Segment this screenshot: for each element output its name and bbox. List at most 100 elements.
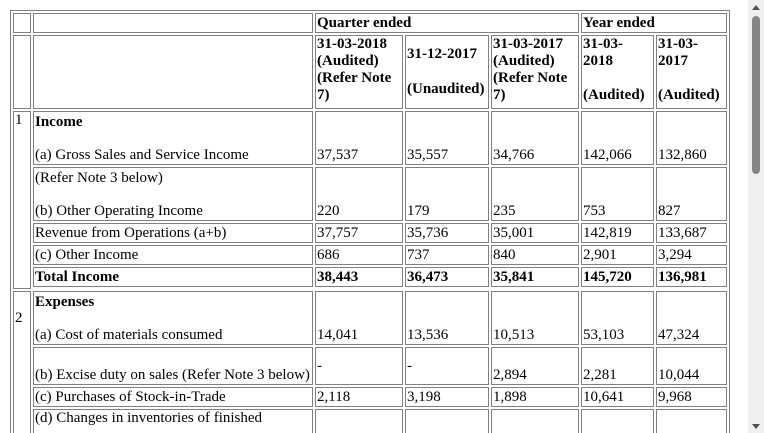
table-cell: 36,473 [405, 267, 489, 287]
vertical-scrollbar[interactable] [748, 0, 764, 433]
table-cell: 37,757 [315, 223, 403, 243]
header-text: 31-12-2017 [407, 46, 477, 62]
table-cell: 3,294 [656, 245, 727, 265]
header-text: (Refer Note [493, 70, 568, 86]
header-text: 7) [317, 87, 330, 103]
header-col-31-03-2018-year: 31-03- 2018 (Audited) [581, 35, 654, 109]
table-cell: 10,044 [656, 347, 727, 385]
scroll-down-arrow-icon[interactable] [748, 419, 764, 433]
table-cell [405, 409, 489, 433]
section-number-2: 2 [13, 291, 31, 433]
table-cell: 827 [656, 167, 727, 221]
table-cell: 35,557 [405, 111, 489, 165]
table-cell: 35,736 [405, 223, 489, 243]
table-cell: 132,860 [656, 111, 727, 165]
table-row-other-income: (c) Other Income 686 737 840 2,901 3,294 [13, 245, 727, 265]
table-row-materials: 2 Expenses (a) Cost of materials consume… [13, 291, 727, 433]
table-cell: 133,687 [656, 223, 727, 243]
header-text: (Unaudited) [407, 81, 485, 97]
header-row-dates: 31-03-2018 (Audited) (Refer Note 7) 31-1… [13, 35, 727, 109]
table-cell: 14,041 [315, 291, 403, 345]
table-row-excise: (b) Excise duty on sales (Refer Note 3 b… [13, 347, 727, 385]
table-cell: 38,443 [315, 267, 403, 287]
table-cell: 2,118 [315, 387, 403, 407]
row-label: (c) Other Income [33, 245, 313, 265]
row-label: (d) Changes in inventories of finished [33, 409, 313, 433]
table-cell [656, 409, 727, 433]
header-text: (Audited) [658, 87, 720, 103]
table-cell: 53,103 [581, 291, 654, 345]
table-cell [581, 409, 654, 433]
page-viewport: Quarter ended Year ended 31-03-2018 (Aud… [10, 10, 730, 433]
row-label-text: (a) Cost of materials consumed [35, 327, 223, 343]
header-text: (Audited) [317, 53, 379, 69]
table-cell: 10,513 [491, 291, 579, 345]
table-cell: 686 [315, 245, 403, 265]
row-label-text: (b) Other Operating Income [35, 203, 203, 219]
table-cell: 47,324 [656, 291, 727, 345]
table-cell: 235 [491, 167, 579, 221]
header-col-31-12-2017: 31-12-2017 (Unaudited) [405, 35, 489, 109]
table-cell: 9,968 [656, 387, 727, 407]
header-quarter-ended: Quarter ended [315, 13, 579, 33]
header-col-31-03-2017-year: 31-03- 2017 (Audited) [656, 35, 727, 109]
table-cell: - [315, 347, 403, 385]
scroll-up-arrow-icon[interactable] [748, 0, 764, 14]
header-year-ended: Year ended [581, 13, 727, 33]
table-row-revenue-ops: Revenue from Operations (a+b) 37,757 35,… [13, 223, 727, 243]
header-text: 2018 [583, 53, 613, 69]
header-text: 2017 [658, 53, 688, 69]
section-title-income: Income [35, 114, 83, 130]
row-label: (b) Excise duty on sales (Refer Note 3 b… [33, 347, 313, 385]
section-number-text: 2 [15, 310, 23, 326]
table-cell: 136,981 [656, 267, 727, 287]
row-label: Expenses (a) Cost of materials consumed [33, 291, 313, 345]
row-label-text: (a) Gross Sales and Service Income [35, 147, 249, 163]
table-cell: 2,281 [581, 347, 654, 385]
header-text: 31-03-2018 [317, 36, 387, 52]
table-cell: 220 [315, 167, 403, 221]
table-cell [315, 409, 403, 433]
table-cell: 10,641 [581, 387, 654, 407]
table-cell [491, 409, 579, 433]
header-text: (Audited) [493, 53, 555, 69]
header-empty-particulars-2 [33, 35, 313, 109]
section-number-1: 1 [13, 111, 31, 289]
table-cell: 737 [405, 245, 489, 265]
table-row-other-operating: (Refer Note 3 below) (b) Other Operating… [13, 167, 727, 221]
header-text: 31-03-2017 [493, 36, 563, 52]
header-empty-particulars [33, 13, 313, 33]
table-row-changes-inventory: (d) Changes in inventories of finished [13, 409, 727, 433]
table-cell: 2,901 [581, 245, 654, 265]
financial-results-table: Quarter ended Year ended 31-03-2018 (Aud… [10, 10, 730, 433]
table-cell: 753 [581, 167, 654, 221]
header-text: 7) [493, 87, 506, 103]
table-cell: 34,766 [491, 111, 579, 165]
table-cell: 35,841 [491, 267, 579, 287]
table-row-total-income: Total Income 38,443 36,473 35,841 145,72… [13, 267, 727, 287]
header-empty-sno-2 [13, 35, 31, 109]
header-text: (Refer Note [317, 70, 392, 86]
header-col-31-03-2018-quarter: 31-03-2018 (Audited) (Refer Note 7) [315, 35, 403, 109]
row-label: Revenue from Operations (a+b) [33, 223, 313, 243]
row-label: (c) Purchases of Stock-in-Trade [33, 387, 313, 407]
header-text: 31-03- [583, 36, 623, 52]
header-row-periods: Quarter ended Year ended [13, 13, 727, 33]
header-col-31-03-2017-quarter: 31-03-2017 (Audited) (Refer Note 7) [491, 35, 579, 109]
section-title-expenses: Expenses [35, 294, 95, 310]
table-cell: 145,720 [581, 267, 654, 287]
header-text: (Audited) [583, 87, 645, 103]
table-cell: 179 [405, 167, 489, 221]
table-cell: 3,198 [405, 387, 489, 407]
row-label: (Refer Note 3 below) (b) Other Operating… [33, 167, 313, 221]
table-cell: 37,537 [315, 111, 403, 165]
header-text: 31-03- [658, 36, 698, 52]
header-empty-sno [13, 13, 31, 33]
table-cell: 142,819 [581, 223, 654, 243]
table-cell: - [405, 347, 489, 385]
scrollbar-thumb[interactable] [752, 16, 760, 174]
table-cell: 1,898 [491, 387, 579, 407]
table-cell: 142,066 [581, 111, 654, 165]
table-cell: 35,001 [491, 223, 579, 243]
row-label: Income (a) Gross Sales and Service Incom… [33, 111, 313, 165]
